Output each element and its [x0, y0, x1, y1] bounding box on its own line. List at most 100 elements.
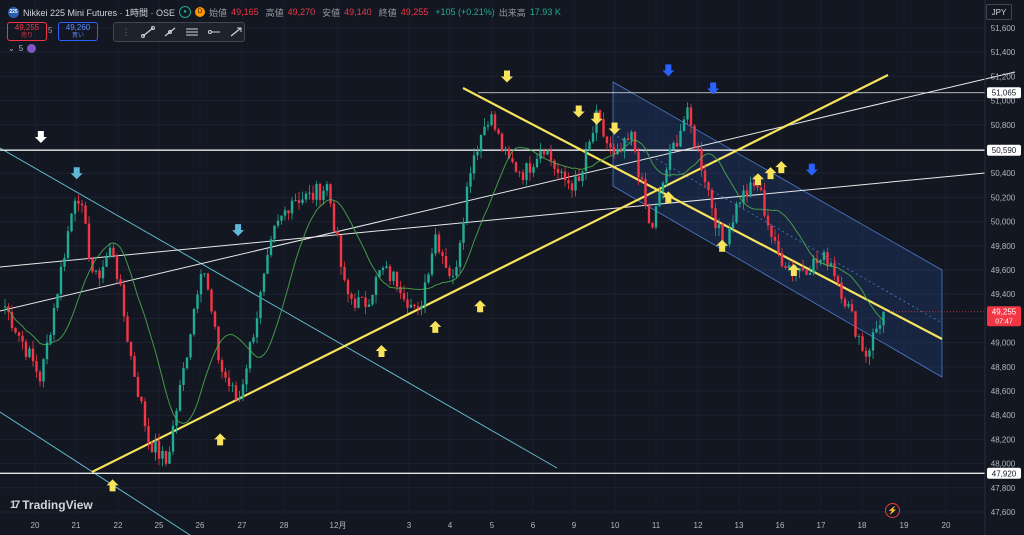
price-tick-label: 51,600: [991, 24, 1016, 33]
price-tick-label: 48,400: [991, 411, 1016, 420]
candle-body: [227, 377, 231, 386]
candle-body: [231, 385, 234, 387]
candle-body: [49, 335, 52, 343]
price-label-text: 51,065: [992, 89, 1017, 98]
candle-body: [812, 258, 815, 274]
buy-button[interactable]: 49,260 買い: [58, 22, 98, 41]
candle-body: [623, 138, 626, 152]
yellow-support-line: [91, 74, 889, 473]
close-value: 49,255: [400, 7, 429, 17]
up-arrow-marker: [752, 173, 764, 186]
price-label-text: 49,255: [992, 308, 1017, 317]
candle-body: [350, 294, 353, 299]
indicator-count: 5: [18, 44, 24, 53]
candle-body: [766, 215, 770, 226]
lightning-icon[interactable]: ⚡: [885, 503, 900, 518]
candle-body: [882, 311, 885, 326]
candle-body: [210, 289, 213, 312]
candle-body: [304, 193, 308, 200]
horizontal-ray-icon[interactable]: [206, 25, 222, 39]
candle-body: [686, 107, 689, 120]
price-tick-label: 50,800: [991, 121, 1016, 130]
time-tick-label: 12月: [330, 521, 347, 530]
trend-line-icon[interactable]: [140, 25, 156, 39]
candle-body: [871, 332, 875, 351]
time-axis: 20 21 22 25 26 27 28 12月 3 4 5 6 9 10 11 12 13 16 17 18 19 20: [31, 521, 951, 530]
candle-body: [273, 225, 276, 240]
currency-button[interactable]: JPY: [986, 4, 1012, 20]
candle-body: [637, 151, 640, 178]
price-tick-label: 50,000: [991, 218, 1016, 227]
candle-body: [756, 186, 759, 188]
candle-body: [80, 203, 84, 206]
candle-body: [140, 396, 143, 402]
candle-body: [154, 440, 157, 453]
indicator-toggle[interactable]: ⌄ 5: [8, 44, 37, 53]
candle-body: [238, 397, 241, 400]
candle-body: [602, 119, 605, 137]
drag-handle-icon[interactable]: ⋮: [121, 26, 131, 37]
candle-body: [612, 147, 616, 155]
price-label-box: [987, 87, 1021, 99]
candle-body: [451, 275, 455, 277]
drawing-toolbar: ⋮: [113, 22, 245, 42]
candle-body: [738, 202, 742, 204]
candle-body: [458, 242, 462, 267]
price-tick-label: 48,600: [991, 387, 1016, 396]
candle-body: [259, 291, 262, 319]
candle-body: [385, 266, 388, 268]
up-arrow-marker: [764, 167, 777, 180]
candle-body: [850, 304, 854, 312]
candle-body: [196, 294, 199, 309]
candle-body: [570, 183, 574, 191]
candle-body: [66, 231, 70, 258]
fib-icon[interactable]: [184, 25, 200, 39]
candle-body: [45, 342, 49, 360]
candle-body: [833, 263, 836, 277]
down-arrow-marker: [70, 167, 83, 180]
time-tick-label: 26: [196, 521, 205, 530]
candle-body: [56, 294, 59, 308]
down-arrow-marker: [34, 130, 47, 143]
down-arrow-marker: [572, 105, 585, 118]
candle-body: [346, 280, 350, 295]
time-tick-label: 19: [900, 521, 909, 530]
candle-body: [819, 259, 822, 264]
candle-body: [353, 298, 357, 308]
close-label: 終値: [378, 7, 397, 18]
candle-body: [836, 276, 840, 283]
candle-body: [581, 171, 584, 182]
candle-body: [213, 311, 217, 327]
candle-body: [73, 200, 77, 214]
candle-body: [511, 158, 514, 163]
candle-body: [476, 151, 479, 156]
candle-body: [630, 131, 633, 141]
candle-body: [171, 425, 175, 452]
candle-body: [182, 368, 185, 385]
candle-body: [448, 267, 451, 277]
up-arrow-marker: [716, 239, 729, 252]
candle-body: [542, 150, 546, 155]
candle-body: [185, 357, 189, 369]
candle-body: [500, 133, 504, 151]
candle-body: [749, 182, 752, 197]
tradingview-logo[interactable]: 17 TradingView: [10, 498, 93, 512]
price-tick-label: 51,000: [991, 97, 1016, 106]
candle-body: [10, 312, 14, 328]
market-status-icon: ●: [179, 6, 192, 18]
arrow-icon[interactable]: [228, 25, 244, 39]
white-trend-line: [0, 172, 986, 268]
delayed-data-icon: D: [195, 7, 206, 17]
candle-body: [661, 182, 665, 192]
line-tool-icon[interactable]: [162, 25, 178, 39]
sell-button[interactable]: 49,255 売り: [7, 22, 47, 41]
candle-body: [763, 190, 766, 216]
symbol-title[interactable]: Nikkei 225 Mini Futures · 1時間 · OSE: [23, 7, 176, 18]
candle-body: [248, 342, 252, 369]
candle-body: [245, 368, 248, 385]
candle-body: [220, 360, 224, 372]
candle-body: [192, 308, 196, 335]
candle-body: [332, 203, 336, 232]
candle-body: [864, 350, 868, 357]
